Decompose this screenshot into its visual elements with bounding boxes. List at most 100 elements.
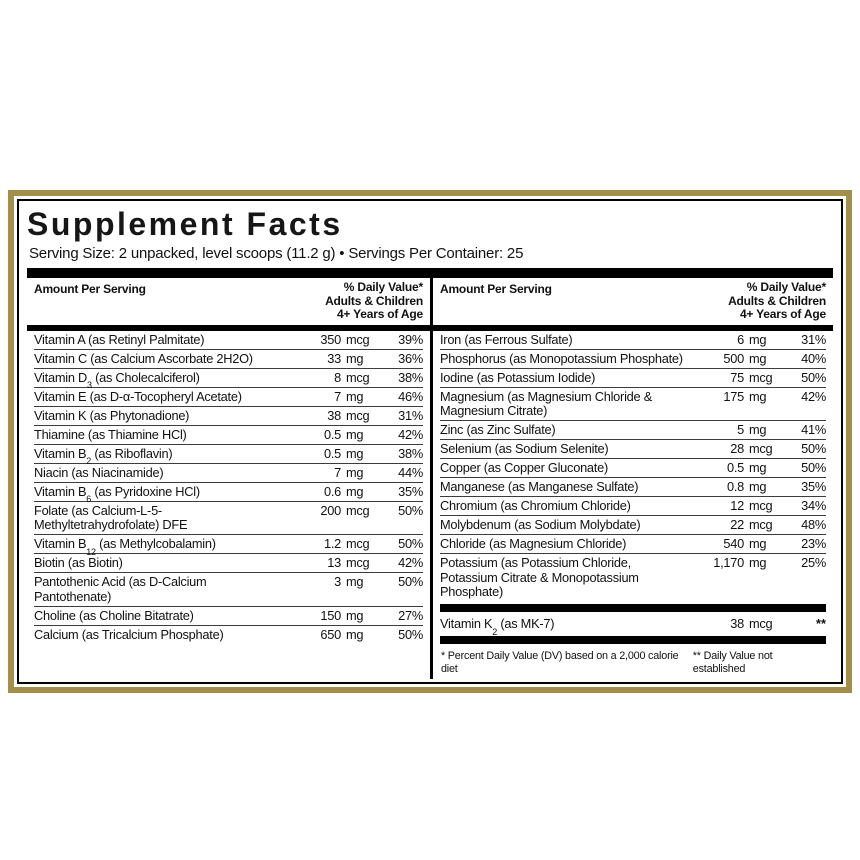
nutrient-unit: mg (346, 574, 364, 589)
nutrient-unit: mcg (346, 555, 370, 570)
divider-bar-k2-bottom (440, 636, 826, 644)
nutrient-unit: mg (749, 422, 767, 437)
label-title: Supplement Facts (27, 206, 343, 242)
nutrient-row: Magnesium (as Magnesium Chloride & Magne… (440, 388, 826, 421)
nutrient-name: Vitamin B12 (as Methylcobalamin) (34, 536, 216, 557)
nutrient-name: Vitamin A (as Retinyl Palmitate) (34, 331, 205, 347)
nutrient-amount-group: 22 mcg (688, 517, 778, 533)
nutrient-amount-group: 38 mcg (285, 407, 375, 424)
nutrient-row: Potassium (as Potassium Chloride, Potass… (440, 554, 826, 601)
supplement-facts-label: Supplement Facts Serving Size: 2 unpacke… (8, 190, 852, 693)
nutrient-name: Molybdenum (as Sodium Molybdate) (440, 517, 641, 532)
nutrient-amount: 0.5 (726, 460, 744, 475)
daily-value-header-line1: % Daily Value* (746, 280, 826, 294)
nutrient-name: Iron (as Ferrous Sulfate) (440, 331, 573, 347)
nutrient-amount: 6 (737, 331, 744, 347)
nutrient-unit: mcg (749, 616, 773, 631)
divider-bar-k2-top (440, 604, 826, 612)
nutrient-daily-value: 27% (398, 607, 423, 623)
nutrient-name: Magnesium (as Magnesium Chloride & Magne… (440, 388, 652, 418)
nutrient-amount: 350 (320, 331, 341, 347)
nutrient-amount-group: 33 mg (285, 350, 375, 367)
nutrient-name: Manganese (as Manganese Sulfate) (440, 479, 639, 494)
nutrient-unit: mg (749, 331, 767, 347)
nutrient-unit: mcg (346, 407, 370, 423)
vitamin-k2-row-section: Vitamin K2 (as MK-7) 38 mcg ** (433, 614, 833, 636)
nutrient-daily-value: 40% (801, 350, 826, 366)
nutrient-name: Potassium (as Potassium Chloride, Potass… (440, 555, 639, 599)
nutrient-row: Vitamin B2 (as Riboflavin) 0.5 mg 38% (34, 445, 423, 466)
nutrient-daily-value: 38% (398, 445, 423, 461)
nutrient-row: Thiamine (as Thiamine HCl) 0.5 mg 42% (34, 426, 423, 445)
daily-value-header-line2: Adults & Children (325, 293, 423, 308)
nutrient-columns: Amount Per Serving % Daily Value* Adults… (27, 278, 833, 679)
nutrient-daily-value: 42% (398, 426, 423, 442)
nutrient-name: Thiamine (as Thiamine HCl) (34, 426, 187, 442)
daily-value-header-line2: Adults & Children (728, 293, 826, 308)
nutrient-amount: 500 (723, 350, 744, 366)
nutrient-daily-value: 46% (398, 388, 423, 404)
nutrient-row: Vitamin C (as Calcium Ascorbate 2H2O) 33 m… (34, 350, 423, 369)
daily-value-header: % Daily Value* Adults & Children 4+ Year… (728, 280, 826, 322)
nutrient-amount-group: 200 mcg (285, 503, 375, 519)
nutrient-daily-value: 50% (801, 441, 826, 456)
nutrient-name: Vitamin B6 (as Pyridoxine HCl) (34, 483, 200, 505)
nutrient-amount: 0.5 (323, 445, 341, 461)
nutrient-unit: mg (346, 350, 364, 366)
nutrient-name: Vitamin K (as Phytonadione) (34, 407, 190, 423)
divider-bar-header (27, 324, 430, 331)
nutrient-amount-group: 0.8 mg (688, 479, 778, 495)
nutrient-unit: mg (346, 483, 364, 499)
nutrient-name: Folate (as Calcium-L-5-Methyltetrahydrof… (34, 502, 188, 532)
nutrient-row: Manganese (as Manganese Sulfate) 0.8 mg 35% (440, 478, 826, 497)
daily-value-header: % Daily Value* Adults & Children 4+ Year… (325, 280, 423, 322)
nutrient-daily-value: 31% (398, 407, 423, 423)
divider-bar-header (433, 324, 833, 331)
nutrient-name: Biotin (as Biotin) (34, 555, 123, 570)
nutrient-row: Niacin (as Niacinamide) 7 mg 44% (34, 464, 423, 483)
nutrient-daily-value: 50% (398, 574, 423, 589)
nutrient-amount-group: 350 mcg (285, 331, 375, 348)
nutrient-amount: 38 (327, 407, 341, 423)
nutrient-unit: mcg (346, 369, 370, 385)
footnote-percent-dv: * Percent Daily Value (DV) based on a 2,… (441, 650, 679, 675)
nutrient-daily-value: 35% (801, 479, 826, 494)
nutrient-daily-value: 50% (801, 460, 826, 475)
nutrient-unit: mg (749, 388, 767, 404)
nutrient-row: Pantothenic Acid (as D-Calcium Pantothen… (34, 573, 423, 607)
nutrient-unit: mg (346, 426, 364, 442)
nutrient-amount: 175 (723, 388, 744, 404)
nutrient-daily-value: 50% (801, 369, 826, 385)
nutrient-unit: mg (346, 445, 364, 461)
nutrient-row: Copper (as Copper Gluconate) 0.5 mg 50% (440, 459, 826, 478)
nutrient-amount-group: 38 mcg (688, 616, 778, 632)
nutrient-amount-group: 13 mcg (285, 555, 375, 571)
nutrient-daily-value: 50% (398, 502, 423, 518)
nutrient-daily-value: 25% (801, 555, 826, 570)
nutrient-amount-group: 0.6 mg (285, 483, 375, 500)
nutrient-row: Vitamin B6 (as Pyridoxine HCl) 0.6 mg 35% (34, 483, 423, 505)
nutrient-daily-value: 50% (398, 536, 423, 551)
nutrient-daily-value: 41% (801, 422, 826, 437)
nutrient-daily-value: 48% (801, 517, 826, 532)
nutrient-amount-group: 0.5 mg (688, 460, 778, 476)
nutrient-daily-value: 50% (398, 626, 423, 642)
nutrient-row: Chromium (as Chromium Chloride) 12 mcg 34% (440, 497, 826, 516)
nutrient-unit: mcg (346, 331, 370, 347)
nutrient-amount: 12 (730, 498, 744, 513)
nutrient-amount: 540 (723, 536, 744, 551)
nutrient-name: Chloride (as Magnesium Chloride) (440, 536, 627, 551)
nutrient-name: Copper (as Copper Gluconate) (440, 460, 608, 475)
nutrient-name: Vitamin D3 (as Cholecalciferol) (34, 369, 200, 391)
nutrient-amount: 3 (334, 574, 341, 589)
nutrient-unit: mg (749, 555, 767, 570)
daily-value-header-line3: 4+ Years of Age (336, 307, 423, 321)
nutrient-amount: 0.5 (323, 426, 341, 442)
nutrient-amount: 22 (730, 517, 744, 532)
nutrient-daily-value: ** (816, 616, 826, 631)
nutrient-row: Calcium (as Tricalcium Phosphate) 650 mg 50… (34, 626, 423, 644)
nutrient-row: Biotin (as Biotin) 13 mcg 42% (34, 554, 423, 573)
nutrient-amount: 33 (327, 350, 341, 366)
nutrient-amount-group: 75 mcg (688, 370, 778, 386)
